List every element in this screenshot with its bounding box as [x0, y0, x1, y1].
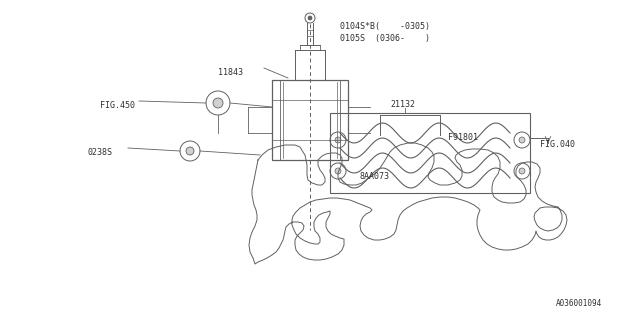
Circle shape	[308, 16, 312, 20]
Bar	[272, 80, 348, 160]
Circle shape	[519, 137, 525, 143]
Text: 0104S*B(    -0305): 0104S*B( -0305)	[340, 22, 430, 31]
Circle shape	[186, 147, 194, 155]
Text: 11843: 11843	[218, 68, 243, 77]
Text: FIG.450: FIG.450	[100, 101, 135, 110]
Text: 0105S  (0306-    ): 0105S (0306- )	[340, 34, 430, 43]
Text: 0238S: 0238S	[88, 148, 113, 157]
Circle shape	[335, 137, 341, 143]
Text: A036001094: A036001094	[556, 299, 602, 308]
Text: F91801: F91801	[448, 133, 478, 142]
Circle shape	[213, 98, 223, 108]
Text: 8AA073: 8AA073	[360, 172, 390, 181]
Text: 21132: 21132	[390, 100, 415, 109]
Circle shape	[335, 168, 341, 174]
Circle shape	[519, 168, 525, 174]
Text: FIG.040: FIG.040	[540, 140, 575, 149]
Bar	[330, 113, 530, 193]
